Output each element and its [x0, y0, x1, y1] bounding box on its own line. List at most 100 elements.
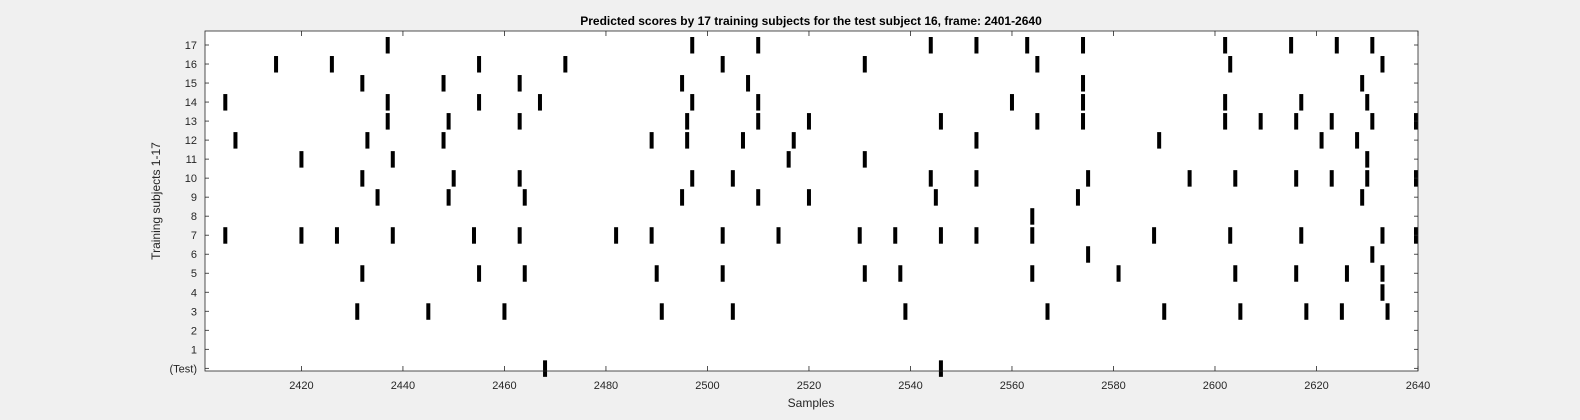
- spike-mark: [1116, 265, 1121, 282]
- spike-mark: [806, 113, 811, 130]
- spike-mark: [1081, 113, 1086, 130]
- spike-mark: [375, 189, 380, 206]
- spike-mark: [441, 75, 446, 92]
- spike-mark: [730, 303, 735, 320]
- spike-mark: [938, 227, 943, 244]
- spike-mark: [974, 132, 979, 149]
- spike-mark: [806, 189, 811, 206]
- spike-mark: [1365, 170, 1370, 187]
- spike-mark: [1329, 113, 1334, 130]
- spike-mark: [649, 132, 654, 149]
- spike-mark: [680, 189, 685, 206]
- spike-mark: [974, 170, 979, 187]
- spike-mark: [1299, 94, 1304, 111]
- spike-mark: [928, 170, 933, 187]
- spike-mark: [385, 37, 390, 54]
- x-tick-label: 2540: [898, 380, 922, 392]
- spike-mark: [1370, 37, 1375, 54]
- spike-mark: [390, 227, 395, 244]
- x-tick-label: 2500: [695, 380, 719, 392]
- spike-mark: [1025, 37, 1030, 54]
- spike-mark: [1081, 37, 1086, 54]
- x-ticks: 2420 2440 2460 2480 2500 2520 2540 2560 2580 2600…: [289, 31, 1430, 392]
- spike-mark: [1360, 189, 1365, 206]
- spike-mark: [791, 132, 796, 149]
- spike-mark: [477, 265, 482, 282]
- spike-mark: [1233, 170, 1238, 187]
- spike-mark: [1380, 56, 1385, 73]
- spike-mark: [776, 227, 781, 244]
- spike-mark: [756, 94, 761, 111]
- spike-mark: [1370, 246, 1375, 263]
- spike-mark: [659, 303, 664, 320]
- spike-mark: [756, 113, 761, 130]
- spike-mark: [1339, 303, 1344, 320]
- y-tick-label: 16: [185, 59, 197, 71]
- spike-mark: [1294, 113, 1299, 130]
- spike-mark: [1334, 37, 1339, 54]
- spike-mark: [517, 227, 522, 244]
- spike-mark: [1045, 303, 1050, 320]
- spike-mark: [1075, 189, 1080, 206]
- spike-mark: [1162, 303, 1167, 320]
- spike-mark: [786, 151, 791, 168]
- spike-mark: [274, 56, 279, 73]
- spike-mark: [654, 265, 659, 282]
- spike-mark: [1258, 113, 1263, 130]
- spike-mark: [1030, 227, 1035, 244]
- x-axis-label: Samples: [788, 396, 835, 410]
- spike-mark: [1238, 303, 1243, 320]
- spike-mark: [385, 113, 390, 130]
- plot-frame: [204, 30, 1419, 372]
- x-tick-label: 2420: [289, 380, 313, 392]
- spike-mark: [1030, 265, 1035, 282]
- x-tick-label: 2640: [1406, 380, 1430, 392]
- spike-mark: [299, 227, 304, 244]
- chart-title: Predicted scores by 17 training subjects…: [580, 14, 1042, 28]
- spike-mark: [1086, 246, 1091, 263]
- y-tick-label: 15: [185, 78, 197, 90]
- spike-mark: [451, 170, 456, 187]
- spike-mark: [893, 227, 898, 244]
- spike-mark: [685, 113, 690, 130]
- x-tick-label: 2560: [1000, 380, 1024, 392]
- spike-mark: [517, 113, 522, 130]
- spike-mark: [1233, 265, 1238, 282]
- spike-mark: [1380, 265, 1385, 282]
- spike-mark: [685, 132, 690, 149]
- spike-mark: [517, 170, 522, 187]
- spike-mark: [537, 94, 542, 111]
- spike-mark: [740, 132, 745, 149]
- y-tick-label: 8: [191, 211, 197, 223]
- spike-mark: [746, 75, 751, 92]
- spike-mark: [360, 75, 365, 92]
- spike-mark: [756, 37, 761, 54]
- spike-mark: [862, 56, 867, 73]
- x-tick-label: 2620: [1304, 380, 1328, 392]
- spike-mark: [543, 360, 548, 377]
- spike-mark: [360, 170, 365, 187]
- spike-mark: [680, 75, 685, 92]
- spike-mark: [862, 265, 867, 282]
- x-tick-label: 2440: [391, 380, 415, 392]
- spike-mark: [223, 227, 228, 244]
- spike-mark: [1344, 265, 1349, 282]
- spike-mark: [360, 265, 365, 282]
- spike-mark: [426, 303, 431, 320]
- spike-mark: [563, 56, 568, 73]
- spike-mark: [690, 94, 695, 111]
- spike-mark: [522, 189, 527, 206]
- spike-mark: [334, 227, 339, 244]
- spike-mark: [1086, 170, 1091, 187]
- spike-mark: [1009, 94, 1014, 111]
- spike-mark: [1319, 132, 1324, 149]
- spike-mark: [1370, 113, 1375, 130]
- spike-mark: [1030, 208, 1035, 225]
- spike-mark: [1228, 227, 1233, 244]
- spike-mark: [720, 265, 725, 282]
- spike-mark: [1294, 265, 1299, 282]
- spike-mark: [974, 37, 979, 54]
- spike-mark: [1228, 56, 1233, 73]
- y-axis-label: Training subjects 1-17: [149, 142, 163, 260]
